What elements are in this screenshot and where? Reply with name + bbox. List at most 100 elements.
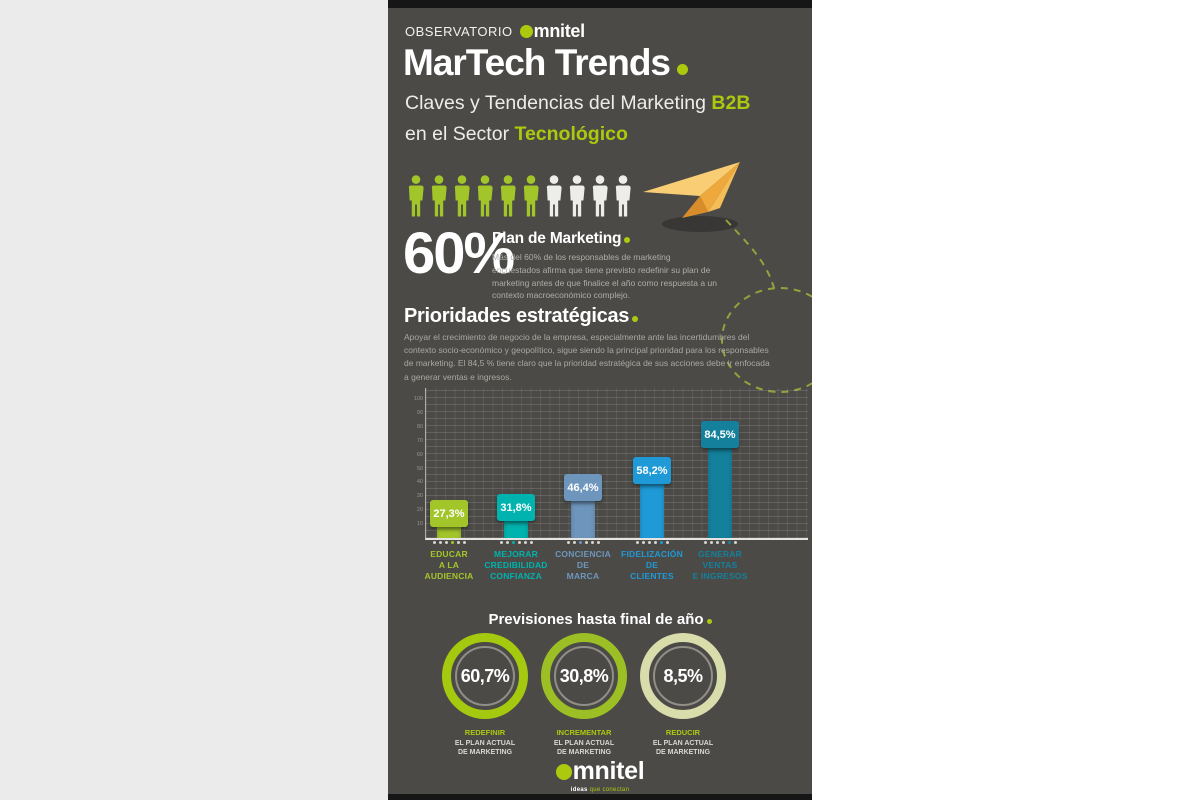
category-dots — [617, 541, 687, 544]
forecast-heading: Previsiones hasta final de año — [388, 611, 812, 628]
omnitel-logo: mnitel — [519, 21, 586, 42]
donut-ring — [541, 633, 627, 719]
plan-heading-dot-icon — [624, 237, 631, 243]
right-margin — [812, 0, 1200, 800]
bar-stem — [504, 521, 528, 538]
bar-value-label: 84,5% — [701, 421, 739, 448]
priorities-heading-dot-icon — [632, 316, 639, 322]
bar-value-label: 27,3% — [430, 500, 468, 527]
category-label: GENERAR VENTAS E INGRESOS — [692, 549, 748, 582]
footer-logo-text: mnitel — [572, 757, 645, 785]
bar-stem — [640, 484, 664, 538]
donut-value: 30,8% — [559, 665, 609, 686]
person-icon — [454, 175, 470, 217]
observatorio-label: OBSERVATORIO — [405, 24, 513, 39]
plan-heading: Plan de Marketing — [492, 230, 720, 248]
priorities-section: Prioridades estratégicas Apoyar el creci… — [404, 305, 776, 384]
priorities-bar-chart: EDUCAR A LA AUDIENCIA MEJORAR CREDIBILIDAD CO… — [414, 388, 808, 581]
footer-logo-dot-icon — [555, 763, 572, 780]
person-icon — [408, 175, 424, 217]
bar-stem — [708, 448, 732, 538]
donut-inner-ring — [455, 646, 515, 706]
people-pictogram-row — [405, 175, 634, 219]
forecast-item-3: 8,5% REDUCIR EL PLAN ACTUAL DE MARKETING — [640, 633, 726, 758]
infographic-poster: OBSERVATORIO mnitel MarTech Trends Clave… — [388, 0, 812, 800]
donut-chart: 30,8% — [541, 633, 627, 719]
y-axis-tick-label: 90 — [416, 409, 423, 416]
footer-tagline: ideas que conectan — [571, 787, 629, 793]
forecast-donut-row: 60,7% REDEFINIR EL PLAN ACTUAL DE MARKETING… — [442, 633, 726, 758]
bar-3: 46,4% — [564, 474, 602, 538]
donut-ring — [640, 633, 726, 719]
paper-plane-icon — [643, 162, 740, 218]
footer-omnitel-logo: mnitel — [555, 757, 645, 786]
y-axis-tick-label: 10 — [416, 521, 423, 528]
forecast-heading-text: Previsiones hasta final de año — [488, 611, 704, 628]
person-icon — [500, 175, 516, 217]
title-dot-icon — [677, 64, 689, 75]
bar-4: 58,2% — [633, 457, 671, 538]
top-black-strip — [388, 0, 812, 8]
footer-tagline-white: ideas — [570, 787, 588, 793]
bar-2: 31,8% — [497, 494, 535, 538]
person-icon — [546, 175, 562, 217]
category-5: GENERAR VENTAS E INGRESOS — [685, 541, 755, 582]
category-dots — [685, 541, 755, 544]
person-icon — [615, 175, 631, 217]
donut-inner-ring — [653, 646, 713, 706]
forecast-item-label: REDEFINIR EL PLAN ACTUAL DE MARKETING — [454, 728, 516, 757]
forecast-item-label: INCREMENTAR EL PLAN ACTUAL DE MARKETING — [553, 728, 615, 757]
plan-body-text: Más del 60% de los responsables de marke… — [492, 252, 717, 301]
bar-1: 27,3% — [430, 500, 468, 538]
footer-tagline-green: que conectan — [589, 787, 630, 793]
donut-chart: 8,5% — [640, 633, 726, 719]
forecast-item-2: 30,8% INCREMENTAR EL PLAN ACTUAL DE MARKETI… — [541, 633, 627, 758]
forecast-heading-dot-icon — [706, 619, 712, 624]
bar-value-label: 46,4% — [564, 474, 602, 501]
bar-stem — [571, 501, 595, 538]
bar-5: 84,5% — [701, 421, 739, 538]
priorities-heading: Prioridades estratégicas — [404, 305, 776, 328]
subtitle-accent-tech: Tecnológico — [514, 123, 628, 146]
left-margin — [0, 0, 388, 800]
page-title: MarTech Trends — [403, 42, 689, 84]
person-icon — [477, 175, 493, 217]
subtitle-line1: Claves y Tendencias del Marketing — [405, 92, 706, 114]
y-axis-tick-label: 70 — [416, 437, 423, 444]
donut-ring — [442, 633, 528, 719]
category-dots — [481, 541, 551, 544]
person-icon — [569, 175, 585, 217]
bar-value-label: 31,8% — [497, 494, 535, 521]
bar-stem — [437, 527, 461, 538]
plan-marketing-block: Plan de Marketing Más del 60% de los res… — [492, 230, 720, 302]
dashed-trail — [725, 219, 775, 289]
category-label: EDUCAR A LA AUDIENCIA — [424, 549, 474, 582]
bottom-black-strip — [388, 794, 812, 800]
category-dots — [548, 541, 618, 544]
y-axis-tick-label: 50 — [416, 465, 423, 472]
category-dots — [414, 541, 484, 544]
category-4: FIDELIZACIÓN DE CLIENTES — [617, 541, 687, 582]
category-2: MEJORAR CREDIBILIDAD CONFIANZA — [481, 541, 551, 582]
category-1: EDUCAR A LA AUDIENCIA — [414, 541, 484, 582]
footer: mnitel ideas que conectan — [388, 757, 812, 793]
y-axis-tick-label: 40 — [416, 479, 423, 486]
page-title-text: MarTech Trends — [403, 42, 671, 83]
category-label: FIDELIZACIÓN DE CLIENTES — [621, 549, 683, 582]
bar-value-label: 58,2% — [633, 457, 671, 484]
forecast-item-label: REDUCIR EL PLAN ACTUAL DE MARKETING — [652, 728, 714, 757]
omnitel-logo-dot-icon — [519, 25, 533, 38]
subtitle-accent-b2b: B2B — [711, 92, 751, 114]
y-axis-tick-label: 60 — [416, 451, 423, 458]
donut-chart: 60,7% — [442, 633, 528, 719]
omnitel-logo-text: mnitel — [533, 21, 586, 41]
priorities-heading-text: Prioridades estratégicas — [404, 305, 630, 327]
y-axis-tick-label: 30 — [416, 493, 423, 500]
page-subtitle: Claves y Tendencias del Marketing B2B en… — [405, 88, 750, 150]
person-icon — [592, 175, 608, 217]
category-3: CONCIENCIA DE MARCA — [548, 541, 618, 582]
category-label: CONCIENCIA DE MARCA — [555, 549, 611, 582]
donut-value: 8,5% — [663, 665, 703, 686]
brand-row: OBSERVATORIO mnitel — [405, 21, 585, 42]
